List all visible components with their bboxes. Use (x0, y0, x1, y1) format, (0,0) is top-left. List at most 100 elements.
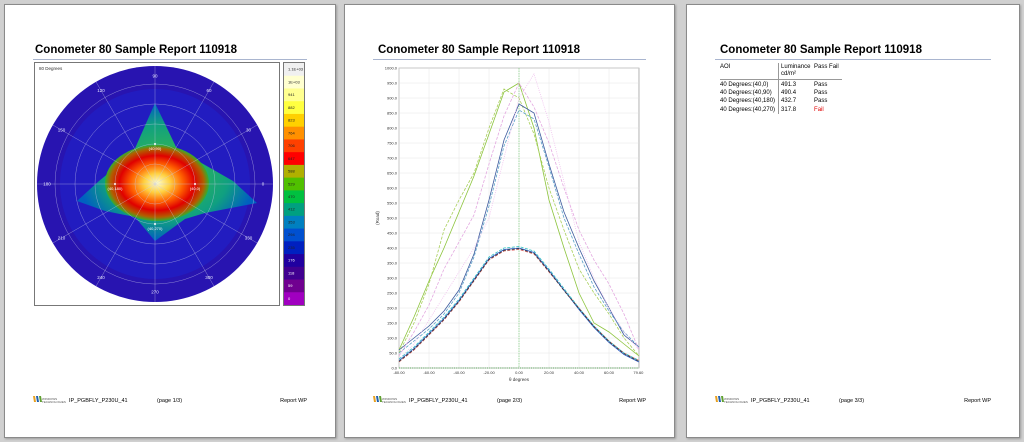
y-tick-label: 200.0 (387, 305, 398, 310)
polar-angle-label: 60 (206, 88, 212, 93)
polar-spoke (95, 183, 156, 287)
series-line (398, 246, 640, 361)
polar-angle-label: 30 (246, 128, 252, 133)
color-scale-band (284, 75, 304, 89)
polar-marker-label: (40,90) (149, 146, 162, 151)
y-tick-label: 850.0 (387, 110, 398, 115)
y-tick-label: 50.0 (389, 350, 398, 355)
y-tick-label: 300.0 (387, 275, 398, 280)
company-logo: WINDOWS TECHNOLOGIES (33, 396, 66, 408)
y-tick-label: 100.0 (387, 335, 398, 340)
y-tick-label: 350.0 (387, 260, 398, 265)
page-footer: WINDOWS TECHNOLOGIES IP_PGBFLY_P230U_41 (… (715, 396, 991, 408)
color-scale-label: 706 (288, 143, 295, 148)
cell-aoi: 40 Degrees:(40,90) (720, 89, 772, 96)
polar-spoke (52, 124, 156, 185)
color-scale-label: 764 (288, 130, 295, 135)
header-luminance: Luminance cd/m² (778, 63, 815, 81)
color-scale-band (284, 164, 304, 179)
polar-angle-label: 0 (262, 182, 265, 187)
x-axis-label: θ degrees (509, 377, 530, 382)
series-line (398, 103, 640, 351)
color-scale-label: 588 (288, 169, 295, 174)
color-scale-label: 823 (288, 118, 295, 123)
color-scale-band (284, 228, 304, 242)
x-tick-label: 79.60 (633, 370, 644, 375)
cell-aoi: 40 Degrees:(40,270) (720, 106, 776, 113)
logo-text: WINDOWS TECHNOLOGIES (42, 397, 66, 405)
y-tick-label: 900.0 (387, 95, 398, 100)
polar-spoke (95, 81, 156, 185)
footer-page-number: (page 1/3) (157, 398, 183, 404)
footer-report-name: Report WP (619, 398, 646, 404)
polar-angle-label: 90 (152, 74, 158, 79)
y-tick-label: 600.0 (387, 185, 398, 190)
page-title: Conometer 80 Sample Report 110918 (35, 44, 237, 56)
polar-angle-label: 270 (151, 290, 159, 295)
polar-angle-label: 300 (205, 275, 213, 280)
polar-angle-labels: 0 30 60 90 120 150 180 210 240 270 300 330 (43, 74, 265, 295)
polar-angle-label: 210 (58, 236, 66, 241)
color-scale-label: 235 (288, 245, 295, 250)
y-tick-label: 0.0 (391, 365, 397, 370)
y-tick-label: 550.0 (387, 200, 398, 205)
polar-plot-svg: 80 Degrees 0 30 60 90 120 150 180 210 240 270 300 3… (37, 66, 273, 302)
color-scale-band (284, 113, 304, 128)
color-scale-label: 0 (288, 296, 291, 301)
cell-luminance: 491.3 (778, 79, 815, 89)
polar-marker-labels: (40,90) (40,180) (40,0) (40,270) (108, 143, 201, 231)
color-scale-band (284, 215, 304, 230)
page-footer: WINDOWS TECHNOLOGIES IP_PGBFLY_P230U_41 (… (373, 396, 646, 408)
polar-spoke (154, 124, 258, 185)
logo-icon (715, 396, 724, 402)
y-tick-label: 650.0 (387, 170, 398, 175)
table-row: 40 Degrees:(40,270) 317.8 Fail (720, 105, 842, 114)
company-logo: WINDOWS TECHNOLOGIES (715, 396, 748, 408)
cell-result: Pass (814, 98, 828, 105)
x-tick-label: 40.00 (574, 370, 585, 375)
y-tick-label: 250.0 (387, 290, 398, 295)
table-row: 40 Degrees:(40,0) 491.3 Pass (720, 79, 842, 89)
figure-caption: 80 Degrees (39, 66, 63, 71)
polar-marker-dot (114, 183, 116, 185)
title-rule (715, 59, 991, 60)
color-scale-label: 1.1E+03 (288, 67, 304, 72)
y-tick-label: 400.0 (387, 245, 398, 250)
x-tick-label: 0.00 (515, 370, 524, 375)
polar-spoke (154, 183, 258, 244)
footer-file-name: IP_PGBFLY_P230U_41 (751, 398, 810, 404)
series-line (398, 247, 640, 363)
title-rule (373, 59, 646, 60)
color-scale-band (284, 241, 304, 255)
polar-angle-label: 180 (43, 182, 51, 187)
table-row: 40 Degrees:(40,180) 432.7 Pass (720, 97, 842, 106)
series-line (398, 82, 640, 357)
color-scale-label: 529 (288, 181, 295, 186)
logo-text: WINDOWS TECHNOLOGIES (724, 397, 748, 405)
polar-marker-dot (154, 143, 156, 145)
polar-angle-label: 330 (245, 236, 253, 241)
cell-luminance: 490.4 (778, 88, 815, 98)
cell-luminance: 432.7 (778, 97, 815, 106)
x-tick-label: -60.00 (423, 370, 435, 375)
header-aoi: AOI (720, 63, 779, 81)
page-footer: WINDOWS TECHNOLOGIES IP_PGBFLY_P230U_41 (… (33, 396, 307, 408)
report-page-2: Conometer 80 Sample Report 110918 0.0 50.… (344, 4, 675, 438)
footer-page-number: (page 2/3) (497, 398, 523, 404)
color-scale-label: 353 (288, 219, 295, 224)
footer-report-name: Report WP (964, 398, 991, 404)
color-scale-band (284, 279, 304, 293)
footer-file-name: IP_PGBFLY_P230U_41 (69, 398, 128, 404)
color-scale-band (284, 190, 304, 204)
color-scale-band (284, 139, 304, 153)
polar-marker-label: (40,270) (148, 226, 164, 231)
y-tick-label: 1000.0 (385, 65, 398, 70)
color-scale-band (284, 152, 304, 166)
report-page-3: Conometer 80 Sample Report 110918 AOI Lu… (686, 4, 1020, 438)
cell-result: Pass (814, 89, 828, 96)
company-logo: WINDOWS TECHNOLOGIES (373, 396, 406, 408)
page-title: Conometer 80 Sample Report 110918 (720, 44, 922, 56)
color-scale-label: 59 (288, 283, 293, 288)
polar-plot: 80 Degrees 0 30 60 90 120 150 180 210 240 270 300 3… (34, 62, 280, 306)
color-scale-label: 294 (288, 232, 295, 237)
